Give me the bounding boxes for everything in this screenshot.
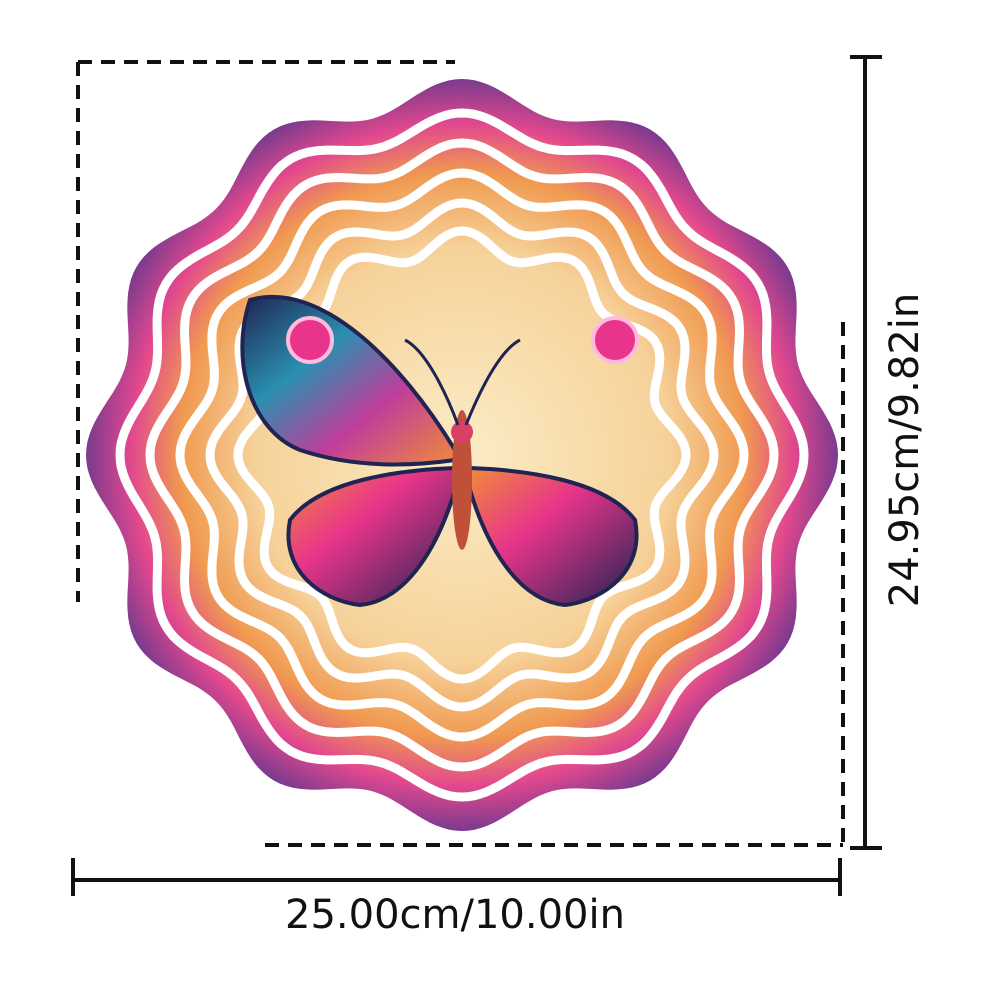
width-dimension-label: 25.00cm/10.00in: [285, 892, 625, 938]
white-ring: [115, 108, 809, 802]
white-ring: [145, 138, 779, 772]
height-dimension-label: 24.95cm/9.82in: [882, 292, 928, 608]
white-ring: [175, 168, 749, 742]
dimension-lines: [71, 55, 882, 896]
butterfly-artwork: [240, 294, 639, 608]
